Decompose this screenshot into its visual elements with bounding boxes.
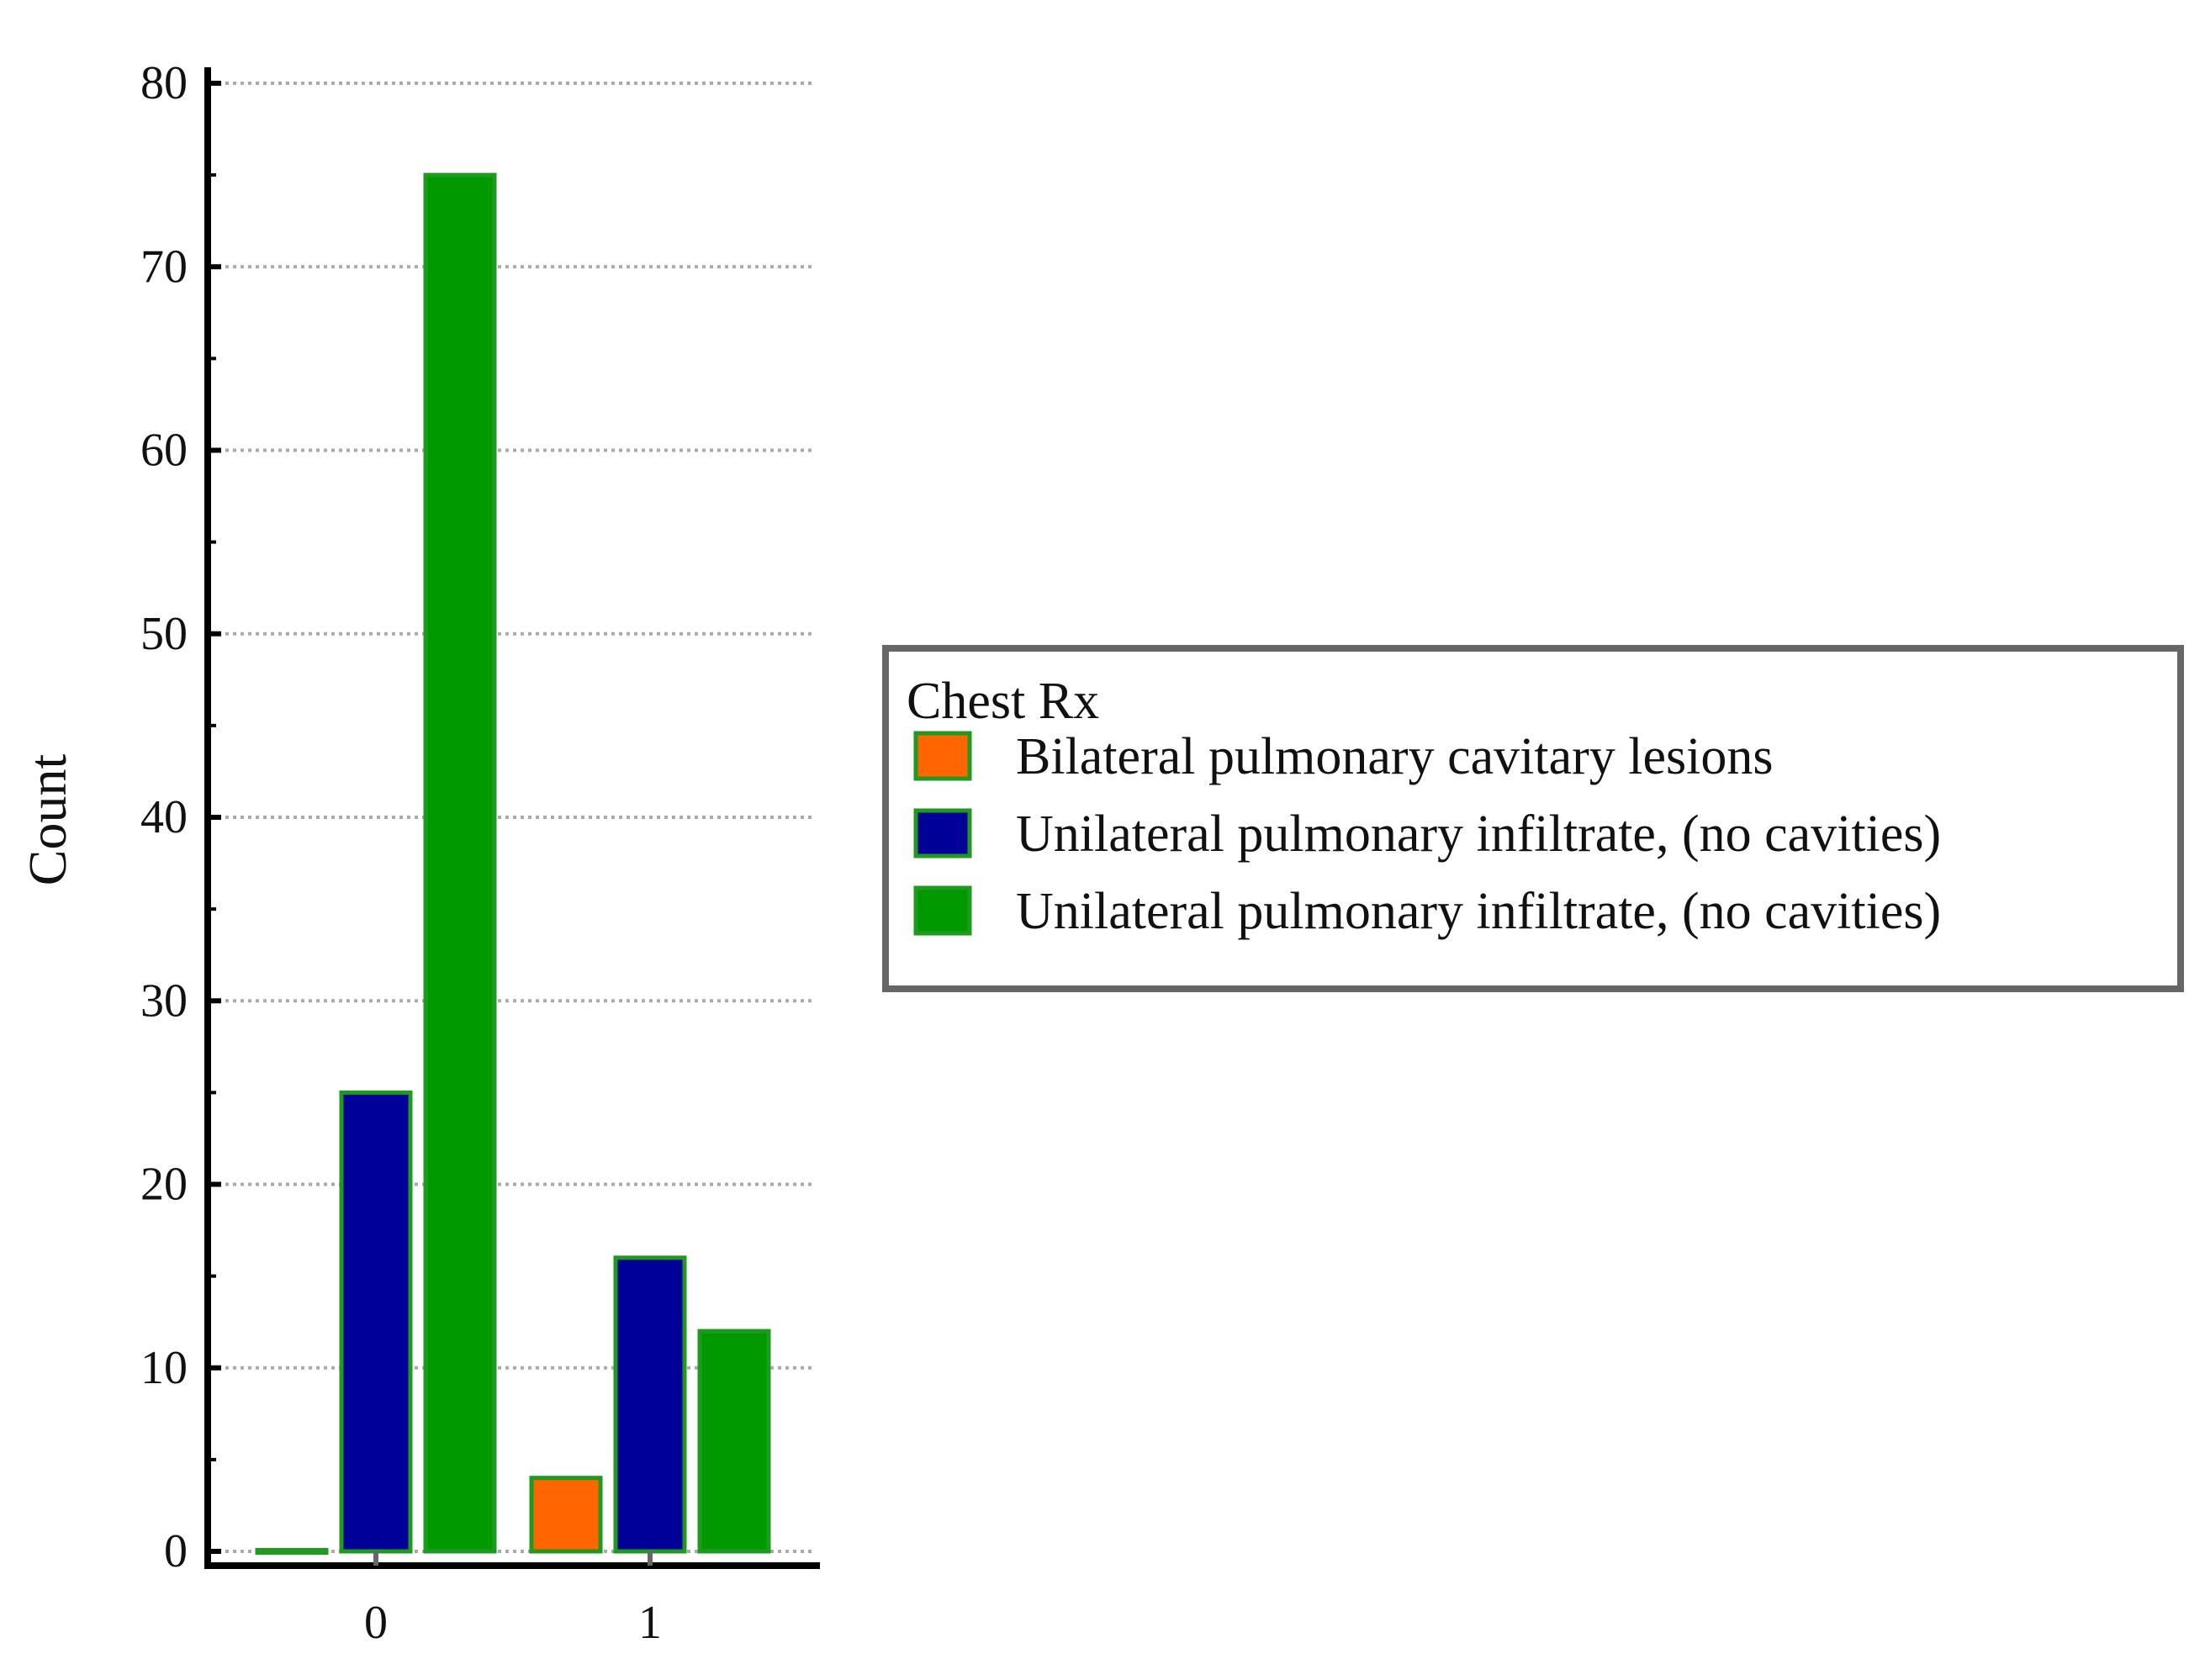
- y-tick-label: 10: [140, 1342, 188, 1394]
- bar: [697, 1329, 771, 1554]
- legend-title: Chest Rx: [907, 673, 1099, 730]
- y-tick-label: 0: [164, 1525, 188, 1577]
- legend-swatch: [913, 885, 972, 936]
- tick-labels: 0 10 20 30 40 50 60 70 80 0 1 Count: [18, 57, 662, 1649]
- y-tick-label: 70: [140, 240, 188, 293]
- legend-box: [882, 645, 2184, 992]
- bar: [613, 1255, 687, 1554]
- legend-swatch: [913, 808, 972, 858]
- legend-label: Unilateral pulmonary infiltrate, (no cav…: [1016, 806, 1941, 863]
- y-tick-label: 80: [140, 57, 188, 109]
- axes: [204, 67, 820, 1569]
- y-tick-label: 60: [140, 425, 188, 477]
- y-tick-label: 40: [140, 791, 188, 843]
- x-tick-label: 0: [364, 1597, 388, 1649]
- x-tick-label: 1: [638, 1597, 662, 1649]
- bars: [255, 172, 771, 1555]
- y-axis-title: Count: [18, 754, 77, 886]
- legend-label: Unilateral pulmonary infiltrate, (no cav…: [1016, 883, 1941, 940]
- bar: [339, 1090, 413, 1554]
- bar: [529, 1476, 603, 1554]
- y-tick-label: 30: [140, 975, 188, 1027]
- bar: [423, 172, 497, 1554]
- legend-swatch: [913, 731, 972, 781]
- y-tick-label: 20: [140, 1159, 188, 1211]
- bar: [255, 1548, 329, 1555]
- y-tick-label: 50: [140, 608, 188, 660]
- legend-label: Bilateral pulmonary cavitary lesions: [1016, 728, 1773, 785]
